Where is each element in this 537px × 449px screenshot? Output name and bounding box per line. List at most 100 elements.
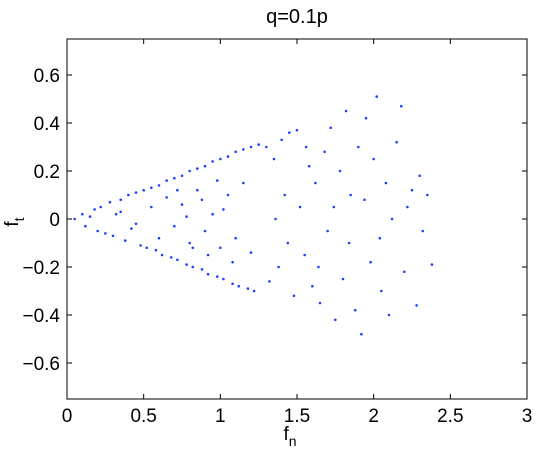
data-point	[403, 270, 406, 274]
data-point	[142, 188, 145, 192]
data-point	[265, 145, 268, 149]
data-point	[231, 260, 234, 264]
y-tick-label: 0.4	[34, 114, 61, 135]
data-point	[145, 246, 149, 250]
data-point	[372, 157, 375, 161]
data-point	[421, 229, 425, 233]
data-point	[157, 236, 161, 240]
data-point	[123, 239, 127, 242]
data-point	[200, 268, 204, 271]
data-point	[150, 205, 153, 209]
data-point	[134, 222, 138, 226]
data-point	[242, 181, 245, 185]
data-point	[185, 215, 188, 218]
data-point	[369, 260, 372, 264]
data-point	[286, 241, 290, 245]
data-point	[111, 234, 115, 238]
data-point	[173, 176, 176, 180]
data-point	[252, 289, 256, 293]
data-point	[206, 272, 210, 276]
data-point	[215, 275, 219, 278]
data-point	[108, 200, 112, 204]
data-point	[390, 217, 394, 221]
y-tick-label: 0.6	[34, 66, 60, 87]
data-point	[311, 284, 314, 288]
data-point	[176, 258, 179, 262]
chart-title: q=0.1p	[266, 6, 328, 28]
x-tick-label: 0.5	[130, 406, 156, 427]
data-point	[338, 169, 342, 173]
data-point	[234, 236, 237, 240]
data-point	[222, 277, 225, 281]
data-point	[332, 205, 336, 209]
data-point	[363, 198, 366, 202]
data-point	[180, 174, 184, 178]
data-point	[341, 277, 345, 281]
data-point	[191, 246, 195, 250]
data-point	[176, 188, 179, 192]
data-point	[188, 169, 191, 173]
data-point	[317, 265, 320, 269]
x-tick-label: 0	[62, 406, 73, 427]
x-tick-label: 3	[522, 406, 533, 427]
y-tick-label: −0.4	[22, 306, 60, 327]
data-point	[314, 181, 317, 185]
data-point	[353, 308, 357, 312]
data-point	[246, 287, 250, 290]
data-point	[387, 313, 391, 317]
data-point	[219, 246, 222, 250]
data-point	[364, 116, 368, 120]
data-point	[84, 224, 87, 228]
data-point	[203, 229, 207, 233]
data-point	[150, 186, 153, 190]
data-point	[334, 318, 337, 322]
data-point	[169, 256, 173, 259]
data-point	[344, 109, 348, 113]
data-point	[206, 253, 210, 257]
data-point	[292, 294, 296, 298]
data-point	[249, 145, 253, 149]
data-point	[357, 145, 360, 149]
data-point	[173, 224, 176, 228]
data-point	[237, 284, 241, 288]
data-point	[329, 126, 333, 130]
y-axis-label: ft	[2, 217, 27, 226]
data-point	[347, 241, 351, 245]
data-point	[426, 193, 429, 197]
data-point	[323, 150, 326, 154]
data-point	[188, 241, 191, 245]
data-point	[219, 157, 222, 161]
data-point	[196, 167, 199, 170]
plot-area-frame	[66, 38, 528, 400]
data-point	[203, 164, 207, 168]
x-tick-label: 1	[215, 406, 226, 427]
data-point	[119, 210, 122, 214]
data-point	[360, 332, 363, 336]
data-point	[96, 229, 99, 233]
data-point	[406, 205, 409, 209]
data-point	[280, 138, 283, 142]
data-point	[418, 174, 421, 178]
x-tick-label: 2.5	[437, 406, 463, 427]
data-point	[130, 227, 133, 230]
data-point	[257, 143, 260, 146]
data-point	[134, 191, 138, 194]
data-point	[180, 203, 184, 206]
data-point	[154, 248, 158, 252]
data-point	[399, 104, 403, 108]
data-point	[303, 253, 306, 257]
data-point	[88, 215, 92, 218]
x-axis-label: fn	[283, 424, 296, 449]
data-point	[410, 188, 414, 192]
data-point	[298, 205, 302, 209]
data-point	[380, 289, 383, 293]
data-point	[222, 208, 225, 211]
data-point	[104, 232, 107, 235]
data-point	[157, 184, 161, 187]
data-point	[277, 265, 280, 269]
data-point	[165, 196, 168, 199]
data-point	[226, 193, 230, 197]
data-point	[73, 217, 76, 221]
data-point	[191, 265, 195, 269]
